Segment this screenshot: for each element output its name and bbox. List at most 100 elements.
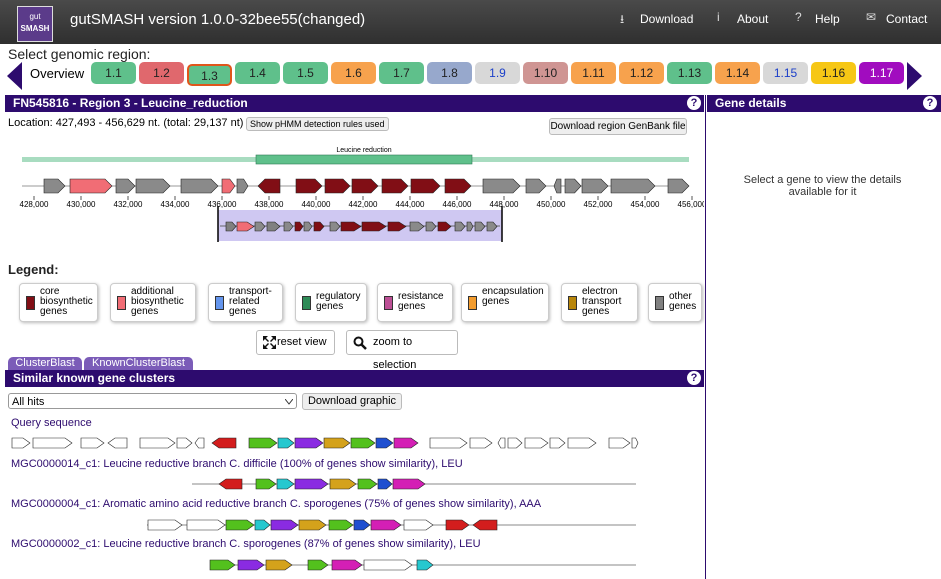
nav-icon: ✉ <box>866 10 877 24</box>
region-button[interactable]: 1.3 <box>187 64 232 86</box>
next-arrow[interactable] <box>906 62 922 90</box>
legend-title: Legend: <box>8 262 59 277</box>
cluster-gene <box>350 437 376 449</box>
nav-link[interactable]: Help <box>815 12 840 26</box>
nav-link[interactable]: Contact <box>886 12 928 26</box>
help-icon[interactable]: ? <box>687 371 701 385</box>
clusterblast-header: Similar known gene clusters <box>5 370 704 387</box>
cluster-gene <box>507 437 523 449</box>
legend-item[interactable]: encapsulation genes <box>461 283 549 322</box>
hits-select[interactable]: All hits <box>8 393 297 409</box>
gene-details-placeholder: Select a gene to view the details availa… <box>743 174 902 198</box>
cluster-gene <box>353 519 371 531</box>
logo-top: gut <box>29 12 41 21</box>
cluster-gene <box>549 437 566 449</box>
gene <box>351 178 379 194</box>
gene <box>410 178 441 194</box>
legend-item[interactable]: regulatory genes <box>295 283 367 322</box>
zoom-button[interactable]: zoom to selection <box>346 330 458 371</box>
app-title: gutSMASH version 1.0.0-32bee55(changed) <box>70 11 366 28</box>
tab[interactable]: KnownClusterBlast <box>84 357 193 370</box>
cluster-gene <box>357 478 378 490</box>
axis-label: 448,000 <box>490 200 519 209</box>
protocluster[interactable] <box>255 154 473 165</box>
region-button[interactable]: 1.10 <box>523 62 568 84</box>
help-icon[interactable]: ? <box>687 96 701 110</box>
region-button[interactable]: 1.17 <box>859 62 904 84</box>
cluster-gene <box>255 478 277 490</box>
overview-link[interactable]: Overview <box>30 66 85 81</box>
help-icon[interactable]: ? <box>923 96 937 110</box>
legend-swatch <box>117 296 126 310</box>
cluster-gene <box>567 437 597 449</box>
axis-label: 442,000 <box>349 200 378 209</box>
hit-title[interactable]: MGC0000004_c1: Aromatic amino acid reduc… <box>11 498 542 510</box>
region-button[interactable]: 1.13 <box>667 62 712 84</box>
region-button[interactable]: 1.2 <box>139 62 184 84</box>
legend-item[interactable]: additional biosynthetic genes <box>110 283 196 322</box>
cluster-gene <box>608 437 631 449</box>
region-button[interactable]: 1.7 <box>379 62 424 84</box>
axis-label: 436,000 <box>208 200 237 209</box>
reset-view-label: reset view <box>277 336 327 348</box>
prev-arrow[interactable] <box>7 62 23 90</box>
download-graphic-button[interactable]: Download graphic <box>302 393 402 410</box>
legend-label: transport-related genes <box>229 286 272 317</box>
region-button[interactable]: 1.1 <box>91 62 136 84</box>
cluster-gene <box>107 437 128 449</box>
legend-item[interactable]: transport-related genes <box>208 283 283 322</box>
legend-label: encapsulation genes <box>482 286 544 307</box>
hit-title[interactable]: MGC0000002_c1: Leucine reductive branch … <box>11 538 481 550</box>
gene <box>257 178 281 194</box>
cluster-gene <box>209 559 236 571</box>
hit-title[interactable]: MGC0000014_c1: Leucine reductive branch … <box>11 458 463 470</box>
legend-item[interactable]: electron transport genes <box>561 283 638 322</box>
axis-label: 440,000 <box>302 200 331 209</box>
gene <box>482 178 521 194</box>
logo[interactable]: gut SMASH <box>17 6 53 42</box>
legend-swatch <box>568 296 577 310</box>
cluster-gene <box>254 519 271 531</box>
cluster-gene <box>469 437 493 449</box>
region-button[interactable]: 1.4 <box>235 62 280 84</box>
region-button[interactable]: 1.5 <box>283 62 328 84</box>
gene <box>295 178 323 194</box>
rules-button[interactable]: Show pHMM detection rules used <box>246 117 389 131</box>
region-button[interactable]: 1.9 <box>475 62 520 84</box>
cluster-gene <box>294 478 329 490</box>
download-region-button[interactable]: Download region GenBank file <box>549 118 687 135</box>
region-button[interactable]: 1.15 <box>763 62 808 84</box>
nav-link[interactable]: Download <box>640 12 694 26</box>
region-button[interactable]: 1.8 <box>427 62 472 84</box>
cluster-gene <box>270 519 299 531</box>
region-button[interactable]: 1.6 <box>331 62 376 84</box>
axis-label: 450,000 <box>537 200 566 209</box>
nav-link[interactable]: About <box>737 12 769 26</box>
cluster-gene <box>416 559 434 571</box>
legend-label: additional biosynthetic genes <box>131 286 184 317</box>
cluster-gene <box>631 437 639 449</box>
region-button[interactable]: 1.12 <box>619 62 664 84</box>
axis-label: 428,000 <box>20 200 49 209</box>
region-graphic: Leucine reduction 428,000 430,000 432,000 4… <box>20 147 704 242</box>
region-button[interactable]: 1.11 <box>571 62 616 84</box>
zoom-label: zoom to selection <box>373 336 417 371</box>
legend-item[interactable]: other genes <box>648 283 702 322</box>
gene <box>553 178 562 194</box>
gene <box>43 178 66 194</box>
cluster-gene <box>218 478 243 490</box>
reset-view-button[interactable]: reset view <box>256 330 335 355</box>
cluster-gene <box>497 437 506 449</box>
header <box>0 0 941 44</box>
legend-swatch <box>655 296 664 310</box>
region-button[interactable]: 1.16 <box>811 62 856 84</box>
logo-bottom: SMASH <box>20 24 50 33</box>
region-button[interactable]: 1.14 <box>715 62 760 84</box>
legend-item[interactable]: resistance genes <box>377 283 453 322</box>
legend-swatch <box>26 296 35 310</box>
tab[interactable]: ClusterBlast <box>8 357 82 370</box>
axis-label: 454,000 <box>631 200 660 209</box>
gene <box>581 178 609 194</box>
legend-item[interactable]: core biosynthetic genes <box>19 283 98 322</box>
